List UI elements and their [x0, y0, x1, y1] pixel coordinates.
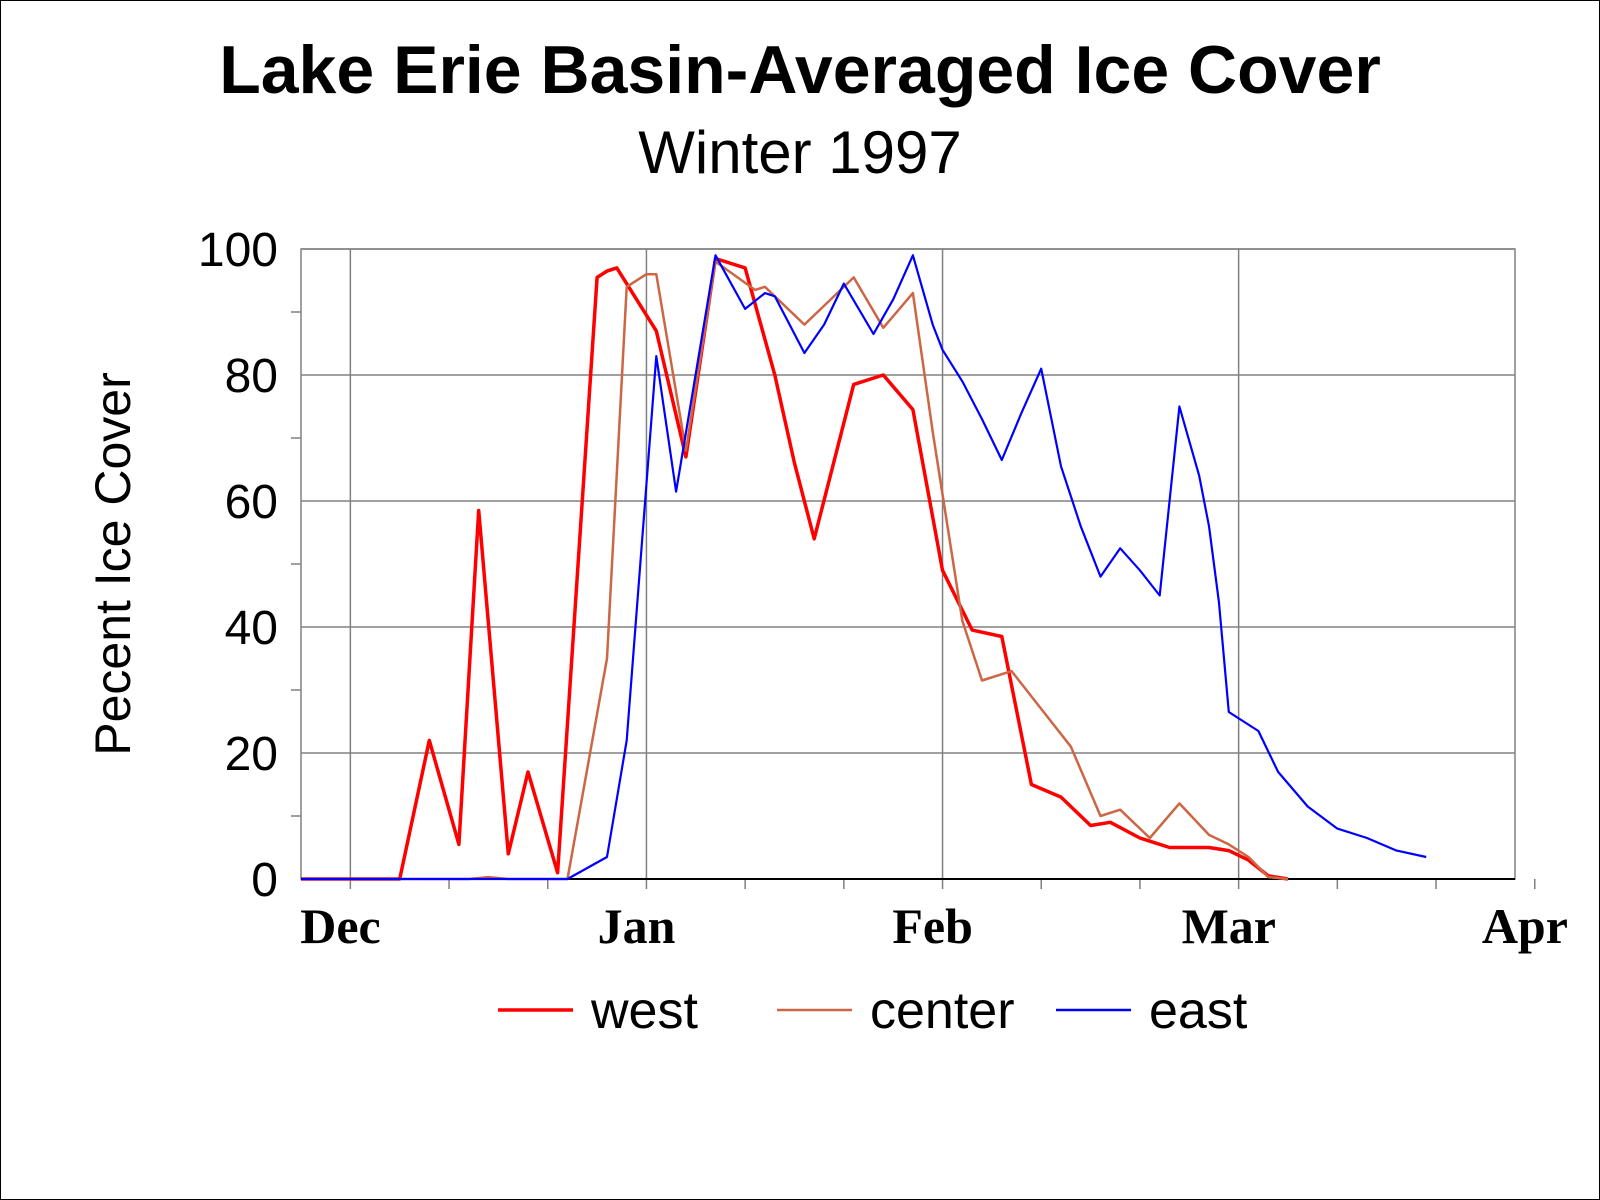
y-tick-label: 80 [225, 350, 278, 403]
y-tick-label: 100 [198, 224, 278, 277]
y-tick-label: 20 [225, 728, 278, 781]
y-tick-labels: 0 20 40 60 80 100 [198, 224, 278, 907]
series-line-west [301, 256, 1289, 881]
y-tick-label: 0 [251, 854, 278, 907]
y-axis-label: Pecent Ice Cover [85, 372, 141, 756]
x-tick-label: Apr [1482, 898, 1568, 954]
legend: west center east [498, 982, 1248, 1040]
legend-label-east: east [1149, 982, 1248, 1040]
x-tick-label: Mar [1182, 898, 1276, 954]
series-line-east [301, 254, 1427, 881]
y-tick-label: 60 [225, 476, 278, 529]
legend-label-west: west [590, 982, 698, 1040]
y-tick-label: 40 [225, 602, 278, 655]
x-tick-label: Feb [892, 898, 973, 954]
x-tick-labels: DecJanFebMarAprMay [300, 898, 1568, 954]
chart-subtitle: Winter 1997 [638, 119, 962, 186]
series-line-center [301, 260, 1289, 881]
x-tick-label: Dec [300, 898, 381, 954]
legend-label-center: center [870, 982, 1015, 1040]
axes [291, 311, 1536, 889]
x-tick-label: Jan [598, 898, 676, 954]
series-lines [301, 254, 1427, 881]
chart-title: Lake Erie Basin-Averaged Ice Cover [219, 32, 1381, 108]
